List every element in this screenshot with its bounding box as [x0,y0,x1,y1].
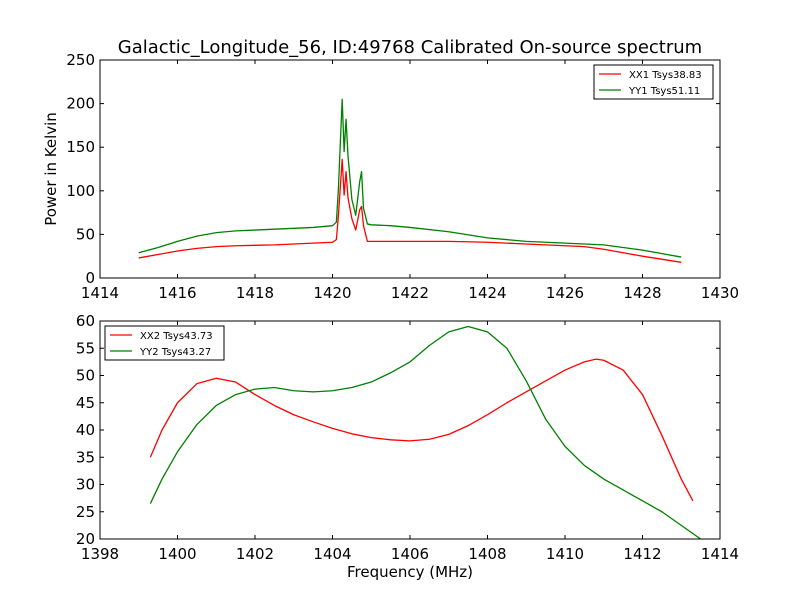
chart-1-series-line-1 [138,158,682,263]
chart-1-xtick-label-2: 1416 [158,284,196,302]
chart-1-ytick-label-6: 250 [66,51,95,69]
chart-2-series-line-1 [149,358,694,502]
chart-2-ytick-label-3: 30 [76,476,95,494]
chart-2-ytick-label-7: 50 [76,367,95,385]
chart-2-xtick-label-5: 1406 [391,545,429,563]
chart-1-ytick-label-2: 50 [76,225,95,243]
chart-1-ytick-label-5: 200 [66,95,95,113]
chart-2-ytick-label-4: 35 [76,448,95,466]
chart-1: 1414 1416 1418 1420 1422 1424 1426 1428 1430 0 50 1… [42,51,739,302]
chart-2-ytick-label-6: 45 [76,394,95,412]
chart-1-ytick-label-4: 150 [66,138,95,156]
chart-2: 1398 1400 1402 1404 1406 1408 1410 1412 1414 20 25… [76,312,739,581]
chart-2-legend-box [104,325,225,361]
chart-2-ytick-label-5: 40 [76,421,95,439]
chart-1-xtick-label-4: 1420 [313,284,351,302]
chart-1-xtick-label-7: 1426 [546,284,584,302]
chart-1-xtick-label-5: 1422 [391,284,429,302]
chart-2-xtick-label-3: 1402 [236,545,274,563]
chart-2-xtick-label-8: 1412 [623,545,661,563]
chart-2-legend-label-2: YY2 Tsys43.27 [139,347,211,358]
chart-2-legend-label-1: XX2 Tsys43.73 [140,331,213,342]
chart-1-legend-label-2: YY1 Tsys51.11 [628,86,700,97]
chart-2-ytick-label-2: 25 [76,503,95,521]
chart-1-ytick-label-1: 0 [85,269,95,287]
chart-1-legend-label-1: XX1 Tsys38.83 [629,70,702,81]
chart-2-xtick-label-6: 1408 [468,545,506,563]
figure-title: Galactic_Longitude_56, ID:49768 Calibrat… [118,37,702,58]
chart-1-ytick-label-3: 100 [66,182,95,200]
chart-2-ytick-label-9: 60 [76,312,95,330]
chart-2-xtick-label-1: 1398 [81,545,119,563]
chart-1-xtick-label-9: 1430 [701,284,739,302]
chart-2-legend: XX2 Tsys43.73 YY2 Tsys43.27 [104,325,225,361]
chart-1-xtick-label-1: 1414 [81,284,119,302]
chart-2-ytick-label-1: 20 [76,530,95,548]
chart-2-series-line-2 [149,325,702,539]
chart-2-xtick-label-9: 1414 [701,545,739,563]
chart-1-ylabel: Power in Kelvin [42,112,60,226]
chart-2-xtick-label-4: 1404 [313,545,351,563]
chart-1-xtick-label-8: 1428 [623,284,661,302]
chart-1-legend: XX1 Tsys38.83 YY1 Tsys51.11 [593,64,714,100]
chart-1-xtick-label-3: 1418 [236,284,274,302]
chart-2-xtick-label-2: 1400 [158,545,196,563]
chart-2-xlabel: Frequency (MHz) [347,563,473,581]
chart-2-ytick-label-8: 55 [76,339,95,357]
plots: 1414 1416 1418 1420 1422 1424 1426 1428 14300501… [42,51,739,581]
chart-2-xtick-label-7: 1410 [546,545,584,563]
chart-1-legend-box [593,64,714,100]
chart-1-xtick-label-6: 1424 [468,284,506,302]
chart-1-series-line-2 [138,98,682,258]
